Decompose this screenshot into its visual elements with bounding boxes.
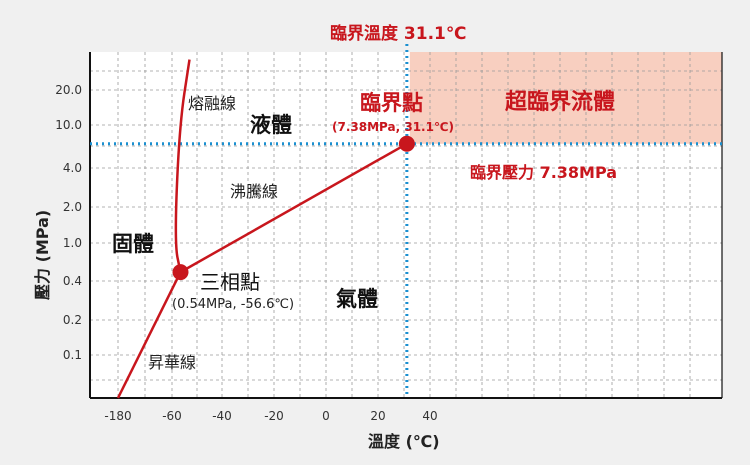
critical-point-label: 臨界點 <box>360 91 423 115</box>
y-tick-label: 20.0 <box>55 83 82 97</box>
boiling-curve <box>179 142 408 274</box>
y-tick-label: 0.4 <box>63 274 82 288</box>
y-tick-label: 2.0 <box>63 200 82 214</box>
y-axis-title: 壓力 (MPa) <box>33 210 52 300</box>
x-tick-label: 40 <box>422 409 437 423</box>
liquid-region-label: 液體 <box>250 113 292 137</box>
critical-point-marker <box>398 135 415 152</box>
gas-region-label: 氣體 <box>336 287 378 311</box>
sublimation-curve-label: 昇華線 <box>148 353 196 372</box>
critical-point-detail: (7.38MPa, 31.1℃) <box>332 120 454 134</box>
triple-point-marker <box>172 264 189 281</box>
y-tick-label: 0.2 <box>63 313 82 327</box>
x-tick-label: 0 <box>322 409 330 423</box>
solid-region-label: 固體 <box>112 232 154 256</box>
supercritical-label: 超臨界流體 <box>505 89 615 115</box>
x-axis-title: 溫度 (℃) <box>368 432 440 451</box>
x-tick-label: -40 <box>212 409 232 423</box>
x-tick-label: -20 <box>264 409 284 423</box>
x-tick-label: -180 <box>104 409 131 423</box>
sublimation-curve <box>116 271 182 399</box>
x-tick-label: 20 <box>370 409 385 423</box>
y-tick-labels: 20.0 10.0 4.0 2.0 1.0 0.4 0.2 0.1 <box>55 83 82 362</box>
y-tick-label: 0.1 <box>63 348 82 362</box>
melting-curve-label: 熔融線 <box>188 94 236 113</box>
x-tick-labels: -180 -60 -40 -20 0 20 40 <box>104 409 437 423</box>
y-tick-label: 10.0 <box>55 118 82 132</box>
y-tick-label: 4.0 <box>63 161 82 175</box>
triple-point-label: 三相點 <box>200 270 260 294</box>
critical-pressure-label: 臨界壓力 7.38MPa <box>470 163 617 182</box>
critical-temperature-label: 臨界溫度 31.1℃ <box>330 23 466 44</box>
boiling-curve-label: 沸騰線 <box>230 182 278 201</box>
y-tick-label: 1.0 <box>63 236 82 250</box>
grid <box>90 52 722 398</box>
x-tick-label: -60 <box>162 409 182 423</box>
supercritical-region <box>409 52 722 144</box>
triple-point-detail: (0.54MPa, -56.6℃) <box>172 297 294 312</box>
